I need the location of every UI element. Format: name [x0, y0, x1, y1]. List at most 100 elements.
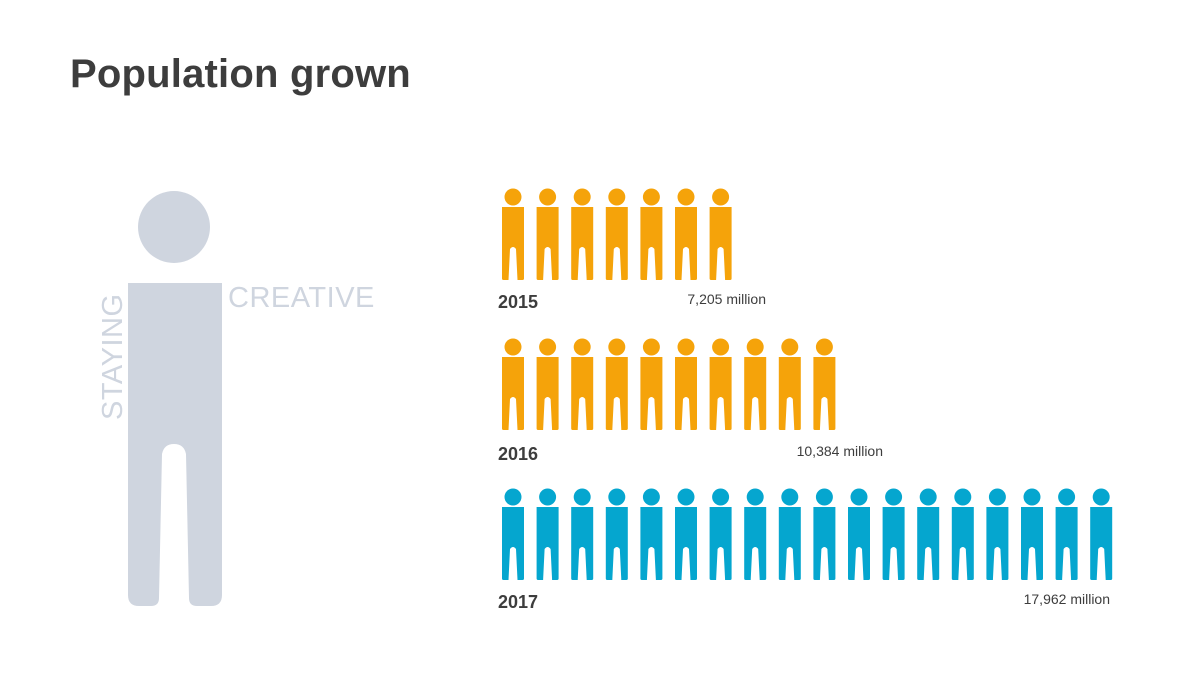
person-icon — [502, 338, 524, 430]
person-head — [781, 488, 799, 506]
person-body — [605, 507, 628, 580]
person-body — [605, 357, 628, 430]
person-head — [1058, 488, 1076, 506]
person-body — [986, 507, 1009, 580]
person-head — [677, 338, 695, 356]
person-head — [712, 338, 730, 356]
person-head — [573, 338, 591, 356]
person-head — [1023, 488, 1041, 506]
person-icon — [951, 488, 974, 580]
person-body — [848, 507, 870, 580]
person-body — [709, 207, 732, 280]
person-body — [1090, 507, 1113, 580]
decorative-person-icon: STAYING CREATIVE — [97, 191, 375, 606]
person-body — [605, 207, 628, 280]
person-icon — [848, 488, 870, 580]
person-body — [571, 207, 594, 280]
person-icon — [571, 188, 594, 280]
person-body — [640, 357, 663, 430]
person-head — [677, 488, 695, 506]
person-icon — [778, 488, 801, 580]
person-body — [536, 507, 559, 580]
person-head — [539, 488, 557, 506]
person-head — [608, 488, 626, 506]
person-head — [539, 338, 557, 356]
person-icon — [744, 338, 767, 430]
person-head — [919, 488, 937, 506]
person-head — [815, 338, 833, 356]
person-body — [709, 357, 732, 430]
person-head — [988, 488, 1006, 506]
person-head — [1092, 488, 1110, 506]
year-label: 2017 — [498, 592, 538, 612]
person-icon — [675, 188, 697, 280]
page-title: Population grown — [70, 52, 411, 96]
staying-word: STAYING — [97, 294, 129, 421]
person-body — [813, 507, 836, 580]
person-icon — [709, 338, 732, 430]
person-body — [1021, 507, 1043, 580]
person-body — [502, 207, 524, 280]
big-person-head — [138, 191, 210, 263]
person-icon — [605, 188, 628, 280]
person-body — [571, 357, 594, 430]
person-icon — [571, 488, 594, 580]
person-icon — [917, 488, 940, 580]
person-head — [781, 338, 799, 356]
person-body — [502, 357, 524, 430]
big-person-body — [128, 283, 222, 606]
person-body — [571, 507, 594, 580]
value-label: 7,205 million — [687, 291, 766, 307]
person-icon — [1021, 488, 1043, 580]
person-body — [675, 357, 697, 430]
person-body — [744, 507, 767, 580]
person-icon — [605, 338, 628, 430]
person-head — [815, 488, 833, 506]
pictogram-row-2015: 2015 7,205 million — [498, 188, 766, 312]
person-icon — [640, 488, 663, 580]
pictogram-row-2016: 2016 10,384 million — [498, 338, 883, 464]
person-head — [746, 488, 764, 506]
person-head — [504, 338, 522, 356]
person-icon — [709, 488, 732, 580]
person-body — [778, 507, 801, 580]
person-icon — [675, 338, 697, 430]
creative-word: CREATIVE — [228, 282, 375, 314]
person-icon — [709, 188, 732, 280]
person-head — [850, 488, 868, 506]
person-head — [504, 488, 522, 506]
person-head — [642, 188, 660, 206]
person-head — [712, 488, 730, 506]
person-icon — [675, 488, 697, 580]
person-head — [573, 188, 591, 206]
person-body — [502, 507, 524, 580]
person-body — [882, 507, 905, 580]
person-head — [712, 188, 730, 206]
person-head — [608, 188, 626, 206]
person-icon — [536, 188, 559, 280]
person-icon — [536, 338, 559, 430]
person-head — [677, 188, 695, 206]
person-head — [504, 188, 522, 206]
pictogram-row-2017: 2017 17,962 million — [498, 488, 1113, 612]
person-head — [746, 338, 764, 356]
person-head — [642, 488, 660, 506]
person-icon — [986, 488, 1009, 580]
person-icon — [502, 488, 524, 580]
person-body — [536, 357, 559, 430]
person-icon — [1055, 488, 1078, 580]
person-body — [675, 507, 697, 580]
person-body — [917, 507, 940, 580]
person-icon — [813, 338, 836, 430]
value-label: 17,962 million — [1024, 591, 1110, 607]
person-head — [885, 488, 903, 506]
person-body — [744, 357, 767, 430]
person-body — [675, 207, 697, 280]
year-label: 2016 — [498, 444, 538, 464]
person-body — [709, 507, 732, 580]
person-body — [951, 507, 974, 580]
person-icon — [605, 488, 628, 580]
person-body — [536, 207, 559, 280]
value-label: 10,384 million — [797, 443, 883, 459]
